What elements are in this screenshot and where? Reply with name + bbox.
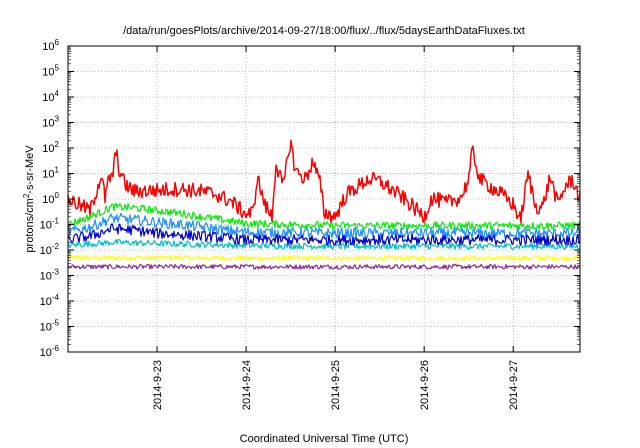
- y-tick-label: 105: [42, 64, 59, 79]
- y-axis-label: protons/cm2-s-sr-MeV: [22, 145, 36, 253]
- y-tick-label: 103: [42, 115, 59, 130]
- grid-lines: [68, 45, 580, 353]
- x-tick-label: 2014-9-25: [330, 360, 342, 410]
- series-line-3: [67, 223, 581, 246]
- y-tick-label: 10-3: [40, 268, 60, 283]
- x-tick-label: 2014-9-23: [152, 360, 164, 410]
- y-tick-labels: 10-6 10-5 10-4 10-3 10-2 10-1 100 101 102 103 104 1…: [40, 38, 60, 359]
- y-tick-label: 10-5: [40, 319, 60, 334]
- series-line-0: [67, 139, 581, 224]
- y-tick-label: 10-2: [40, 242, 60, 257]
- y-tick-label: 10-1: [40, 217, 60, 232]
- series-group: [67, 139, 581, 270]
- x-axis-label: Coordinated Universal Time (UTC): [240, 433, 409, 445]
- series-line-4: [67, 239, 581, 250]
- y-axis-label-main: protons/cm: [24, 198, 36, 252]
- tick-marks: [68, 45, 580, 353]
- y-axis-label-rest: -s-sr-MeV: [24, 145, 36, 194]
- y-axis-label-sup: 2: [22, 193, 31, 198]
- x-tick-label: 2014-9-27: [508, 360, 520, 410]
- y-tick-label: 104: [42, 89, 59, 104]
- y-tick-label: 106: [42, 38, 59, 53]
- series-line-6: [67, 263, 581, 270]
- y-tick-label: 102: [42, 140, 59, 155]
- series-line-5: [67, 254, 581, 261]
- x-tick-label: 2014-9-24: [241, 360, 253, 410]
- series-line-1: [67, 202, 581, 231]
- y-tick-label: 101: [42, 166, 59, 181]
- x-tick-labels: 2014-9-23 2014-9-24 2014-9-25 2014-9-26 2014…: [152, 360, 520, 410]
- y-tick-label: 10-6: [40, 344, 60, 359]
- x-tick-label: 2014-9-26: [419, 360, 431, 410]
- series-line-2: [67, 212, 581, 240]
- y-tick-label: 10-4: [40, 293, 60, 308]
- chart-title: /data/run/goesPlots/archive/2014-09-27/1…: [123, 25, 525, 37]
- y-tick-label: 100: [42, 191, 59, 206]
